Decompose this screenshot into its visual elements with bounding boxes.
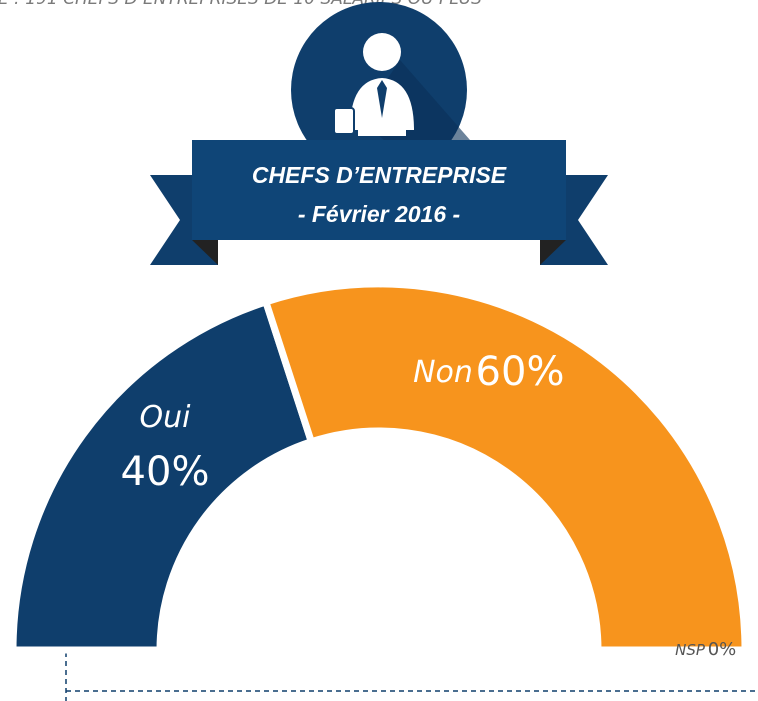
segment [9,297,316,654]
category-label: NSP [675,641,706,659]
value-label: 60% [476,349,565,395]
date-label: - Février 2016 - [298,201,460,227]
category-label: Oui [140,400,192,435]
value-label: 0% [708,639,737,660]
value-label: 40% [121,449,210,495]
ribbon [150,140,608,265]
chart-subtitle: E : 191 CHEFS D’ENTREPRISES DE 10 SALARI… [0,0,482,9]
title: CHEFS D’ENTREPRISE [252,162,507,188]
segment [261,280,749,654]
nsp-leader [65,652,758,701]
category-label: Non [413,355,473,390]
